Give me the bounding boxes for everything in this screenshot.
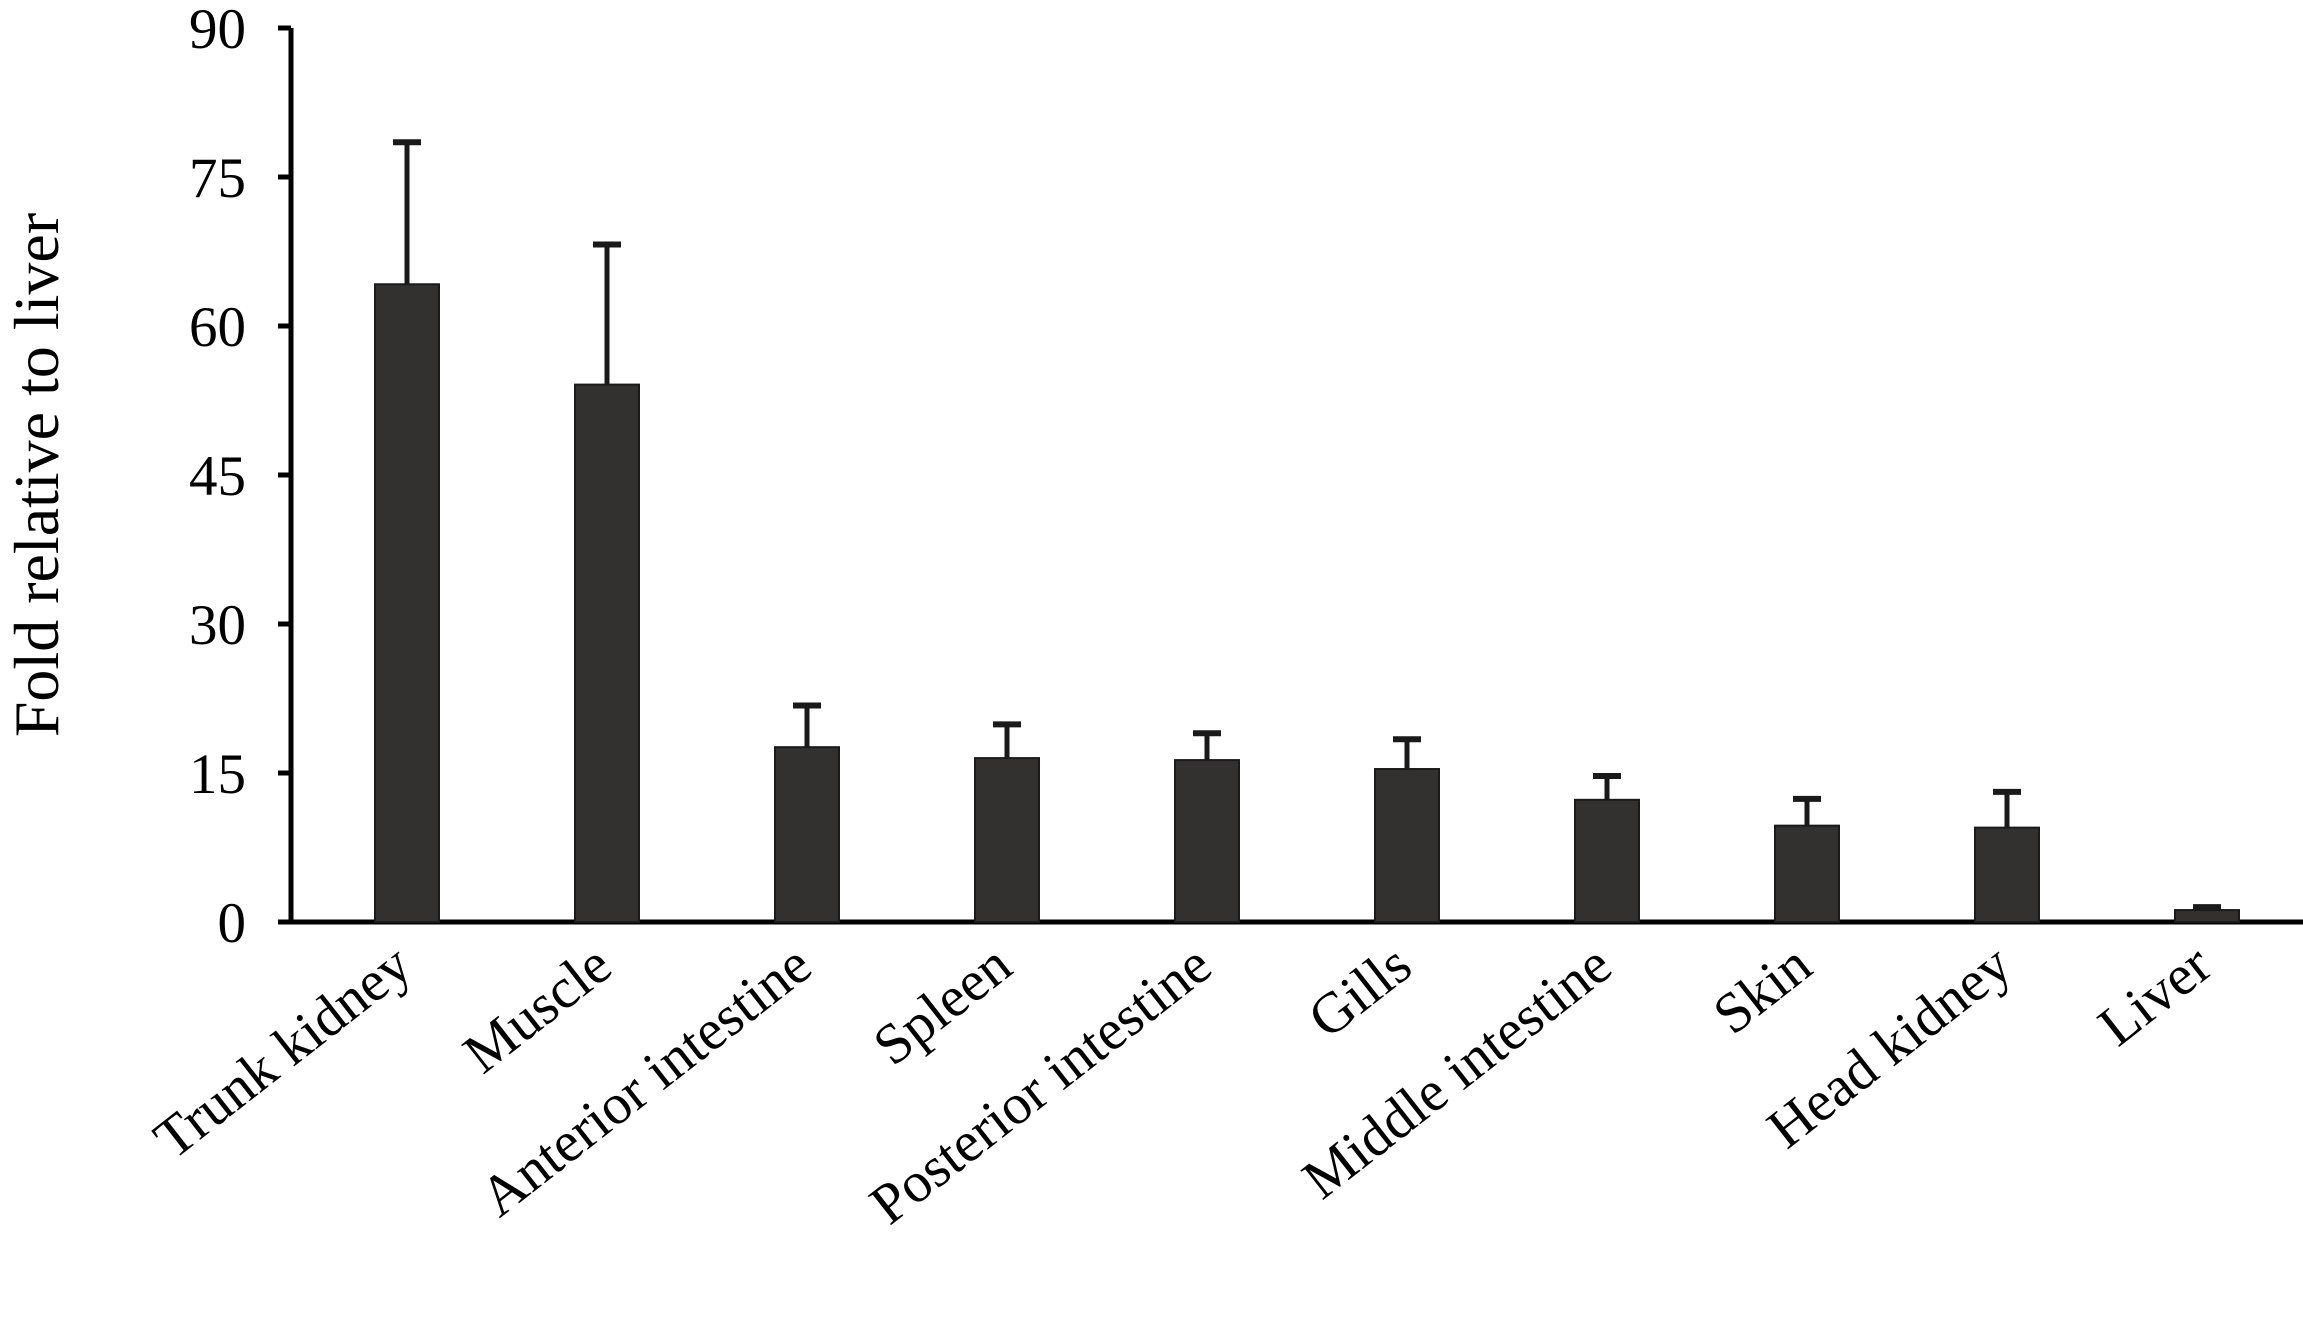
bar [1574, 798, 1640, 924]
x-category-label: Liver [2087, 933, 2223, 1059]
y-tick-label: 0 [218, 892, 247, 955]
y-tick-label: 75 [189, 147, 246, 210]
x-category-label: Trunk kidney [143, 932, 424, 1171]
x-category-label: Skin [1702, 933, 1823, 1047]
y-tick-label: 30 [189, 594, 246, 657]
y-tick-label: 90 [189, 0, 246, 61]
y-tick-label: 45 [189, 445, 246, 508]
x-category-label: Posterior intestine [859, 933, 1223, 1237]
y-tick-label: 15 [189, 743, 246, 806]
x-category-label: Anterior intestine [469, 933, 823, 1229]
bar [1774, 824, 1840, 923]
y-tick-label: 60 [189, 296, 246, 359]
bar [374, 283, 440, 923]
bar [1974, 826, 2040, 924]
x-category-label: Spleen [862, 933, 1023, 1078]
bar [2174, 909, 2240, 924]
bar [1174, 759, 1240, 923]
bar [574, 383, 640, 923]
error-bars [393, 139, 2221, 911]
y-axis-title: Fold relative to liver [1, 213, 72, 737]
bar [974, 757, 1040, 923]
x-category-label: Muscle [452, 933, 623, 1086]
bar [774, 746, 840, 923]
bars [374, 283, 2240, 924]
y-ticks: 0 15 30 45 60 75 90 [189, 0, 291, 955]
bar [1374, 768, 1440, 923]
x-category-label: Gills [1297, 933, 1423, 1051]
